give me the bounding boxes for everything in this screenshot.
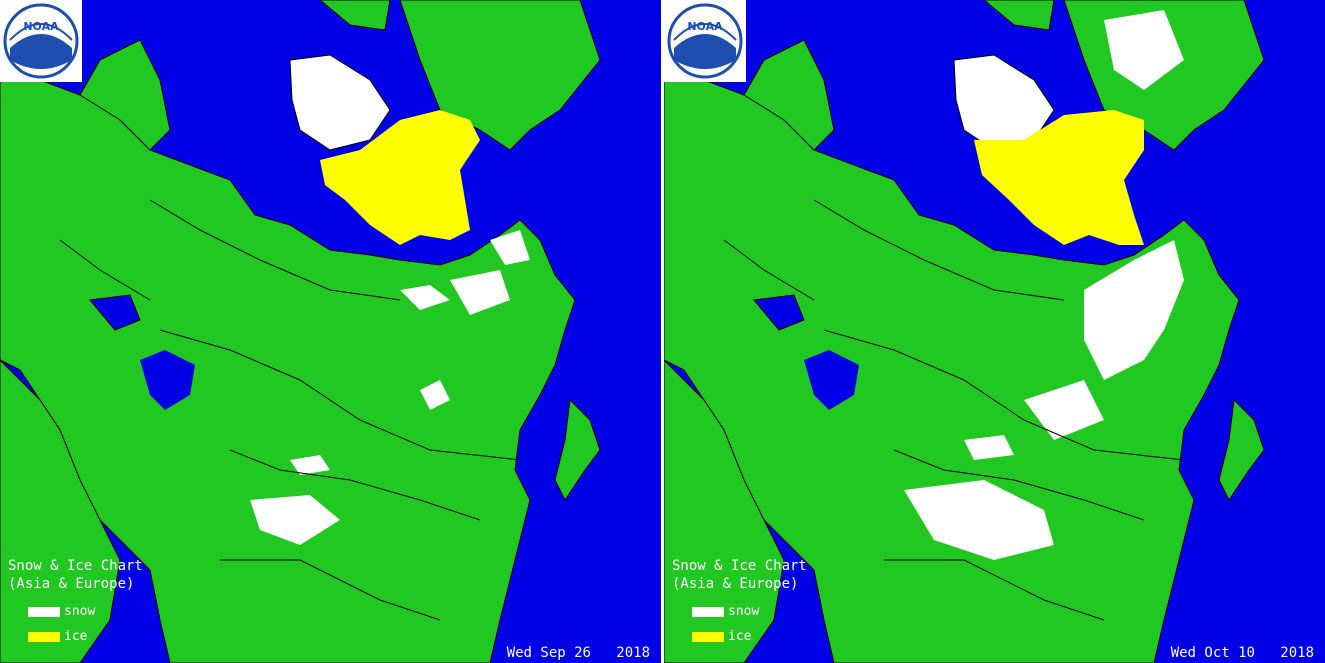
land-top-islands <box>983 0 1055 31</box>
title-line-2: (Asia & Europe) <box>672 576 799 592</box>
land-iberia-africa <box>0 359 121 663</box>
land-japan <box>1218 398 1265 501</box>
country-borders <box>723 199 1185 621</box>
snow-greenland <box>289 54 391 151</box>
ice-arctic <box>974 110 1144 245</box>
legend-label-ice: ice <box>728 629 752 644</box>
legend-swatch-ice <box>692 632 724 642</box>
legend-swatch-ice <box>28 632 60 642</box>
black-sea <box>89 294 141 331</box>
land-scandinavia <box>743 39 835 151</box>
land-europe-asia <box>664 74 1240 663</box>
land-scandinavia <box>79 39 171 151</box>
land-europe-asia <box>0 74 576 663</box>
caspian-sea <box>804 350 859 410</box>
snow-patches-siberia <box>904 10 1184 560</box>
noaa-logo-text: NOAA <box>23 20 59 33</box>
map-panel-oct-10: NOAA Snow & Ice Chart (Asia & Europe) sn… <box>664 0 1325 663</box>
legend-swatch-snow <box>28 607 60 617</box>
country-borders <box>59 199 521 621</box>
title-line-2: (Asia & Europe) <box>8 576 135 592</box>
chart-title: Snow & Ice Chart (Asia & Europe) <box>8 557 143 593</box>
land-iberia-africa <box>664 359 785 663</box>
legend-label-ice: ice <box>64 629 88 644</box>
land-top-islands <box>319 0 391 31</box>
date-label: Wed Sep 26 2018 <box>506 645 650 661</box>
title-line-1: Snow & Ice Chart <box>8 558 143 574</box>
title-line-1: Snow & Ice Chart <box>672 558 807 574</box>
snow-ice-map <box>664 0 1265 663</box>
snow-patches-siberia <box>250 230 530 545</box>
snow-ice-map <box>0 0 601 663</box>
ice-arctic <box>320 110 480 245</box>
noaa-logo: NOAA <box>664 0 746 82</box>
land-northeast-asia <box>399 0 601 151</box>
panel-divider <box>661 0 664 663</box>
black-sea <box>753 294 805 331</box>
legend-label-snow: snow <box>728 604 760 619</box>
date-label: Wed Oct 10 2018 <box>1170 645 1314 661</box>
legend-swatch-snow <box>692 607 724 617</box>
noaa-logo: NOAA <box>0 0 82 82</box>
map-panel-sep-26: NOAA Snow & Ice Chart (Asia & Europe) sn… <box>0 0 661 663</box>
legend-label-snow: snow <box>64 604 96 619</box>
noaa-logo-text: NOAA <box>687 20 723 33</box>
caspian-sea <box>140 350 195 410</box>
chart-title: Snow & Ice Chart (Asia & Europe) <box>672 557 807 593</box>
land-japan <box>554 398 601 501</box>
